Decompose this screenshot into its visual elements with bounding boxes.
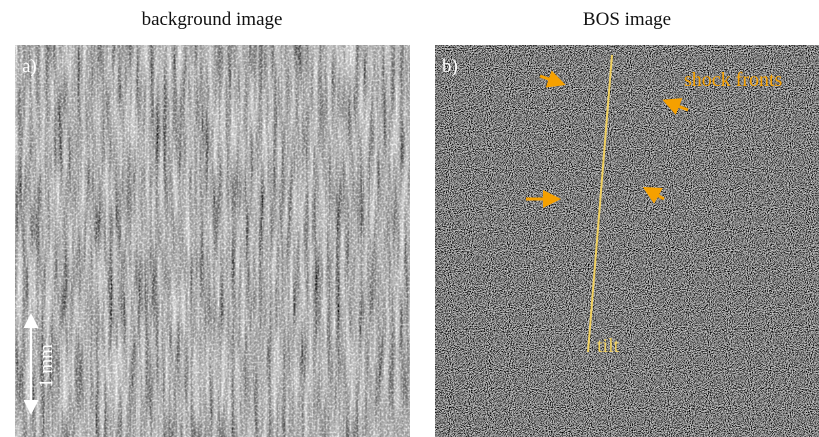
scale-label: 1 mm xyxy=(36,344,57,388)
figure: background image a) 1 mm BOS image b) ti… xyxy=(0,0,819,437)
bos-texture xyxy=(435,45,819,437)
tilt-label: tilt xyxy=(597,335,620,357)
shock-label: shock fronts xyxy=(684,69,783,91)
background-texture xyxy=(15,45,410,437)
panel-label: b) xyxy=(442,56,458,77)
panel-label: a) xyxy=(22,56,37,77)
panel-title: BOS image xyxy=(583,9,671,30)
panel-title: background image xyxy=(142,9,283,30)
